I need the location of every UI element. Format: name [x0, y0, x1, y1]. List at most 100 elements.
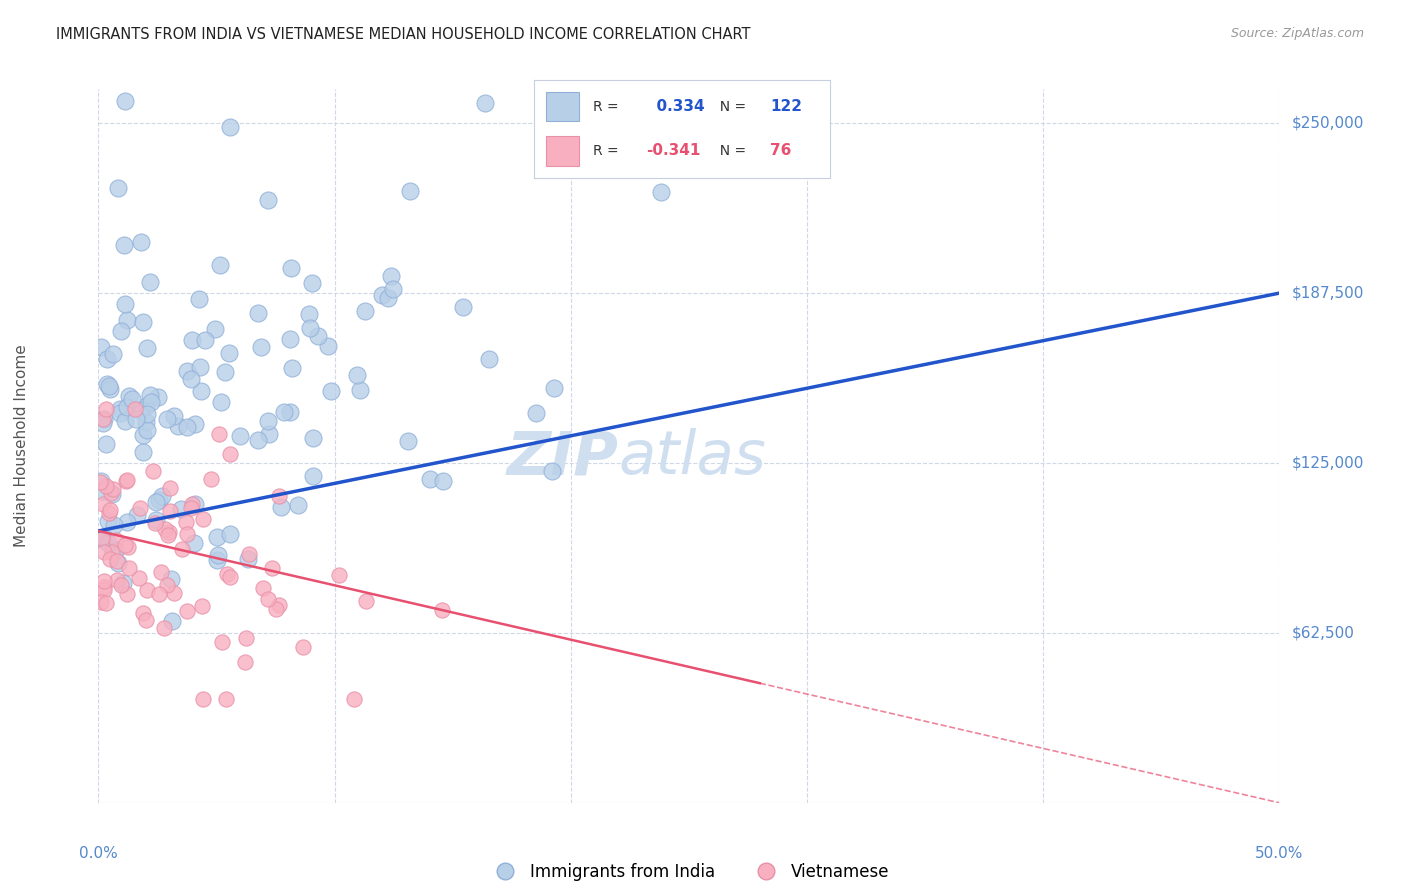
Point — [219, 447, 242, 461]
Point — [115, 473, 138, 487]
Point — [114, 538, 136, 552]
Point — [110, 578, 132, 592]
Point — [132, 428, 155, 442]
Text: ZIP: ZIP — [506, 428, 619, 487]
Text: atlas: atlas — [619, 428, 766, 487]
Point — [269, 598, 291, 612]
Point — [93, 531, 115, 545]
Text: R =: R = — [593, 144, 623, 158]
Text: Source: ZipAtlas.com: Source: ZipAtlas.com — [1230, 27, 1364, 40]
Point — [163, 586, 186, 600]
Point — [107, 181, 129, 195]
Point — [270, 500, 292, 515]
Point — [96, 376, 118, 391]
Point — [97, 536, 120, 550]
Point — [215, 692, 238, 706]
Point — [190, 384, 212, 399]
Point — [160, 614, 183, 628]
Point — [94, 401, 117, 416]
Point — [328, 568, 350, 582]
Point — [188, 359, 211, 374]
Point — [136, 341, 159, 355]
Point — [214, 365, 236, 379]
Point — [155, 577, 177, 591]
Point — [180, 371, 202, 385]
Point — [115, 515, 138, 529]
Point — [153, 522, 176, 536]
Point — [380, 268, 402, 283]
Point — [146, 390, 169, 404]
Point — [117, 313, 139, 327]
Point — [150, 490, 173, 504]
Point — [180, 501, 202, 516]
Text: 50.0%: 50.0% — [1256, 847, 1303, 862]
Point — [307, 329, 329, 343]
Point — [104, 544, 127, 558]
Point — [159, 481, 181, 495]
Point — [124, 401, 146, 416]
Point — [371, 287, 394, 301]
Point — [97, 506, 120, 520]
Point — [115, 475, 138, 489]
Point — [207, 548, 229, 562]
Point — [135, 423, 157, 437]
Point — [218, 526, 240, 541]
Point — [129, 235, 152, 249]
Point — [121, 392, 143, 407]
Point — [281, 360, 304, 375]
Point — [89, 475, 111, 489]
Point — [110, 406, 132, 420]
Point — [149, 565, 172, 579]
Point — [100, 382, 122, 396]
Text: N =: N = — [711, 144, 751, 158]
Point — [159, 504, 181, 518]
Point — [432, 603, 454, 617]
Point — [191, 692, 214, 706]
Point — [257, 193, 280, 207]
Point — [132, 445, 155, 459]
Text: N =: N = — [711, 100, 751, 114]
Point — [474, 95, 496, 110]
Point — [181, 334, 204, 348]
Text: IMMIGRANTS FROM INDIA VS VIETNAMESE MEDIAN HOUSEHOLD INCOME CORRELATION CHART: IMMIGRANTS FROM INDIA VS VIETNAMESE MEDI… — [56, 27, 751, 42]
Point — [524, 406, 547, 420]
Point — [287, 498, 309, 512]
Point — [180, 497, 202, 511]
Point — [349, 383, 371, 397]
Point — [215, 567, 238, 582]
Point — [110, 402, 132, 417]
Point — [114, 238, 136, 252]
Point — [93, 574, 115, 588]
Point — [249, 340, 271, 354]
Point — [101, 482, 124, 496]
Point — [211, 635, 233, 649]
Text: $187,500: $187,500 — [1291, 285, 1364, 301]
Text: $250,000: $250,000 — [1291, 116, 1364, 131]
Point — [176, 527, 198, 541]
Point — [91, 411, 114, 425]
Text: -0.341: -0.341 — [647, 144, 700, 159]
Point — [183, 536, 205, 550]
Point — [354, 593, 377, 607]
Point — [247, 433, 270, 447]
Point — [381, 282, 404, 296]
Point — [138, 275, 160, 289]
Point — [208, 258, 231, 272]
Text: R =: R = — [593, 100, 623, 114]
Point — [117, 540, 139, 554]
Point — [273, 405, 295, 419]
Point — [114, 413, 136, 427]
Point — [128, 571, 150, 585]
Point — [91, 533, 114, 547]
FancyBboxPatch shape — [546, 136, 579, 166]
Point — [93, 412, 115, 426]
Point — [302, 431, 325, 445]
Point — [107, 556, 129, 570]
Point — [110, 325, 132, 339]
Point — [98, 552, 121, 566]
Point — [90, 484, 112, 499]
Point — [191, 599, 214, 613]
Point — [148, 586, 170, 600]
Point — [152, 621, 174, 635]
Point — [188, 292, 211, 306]
